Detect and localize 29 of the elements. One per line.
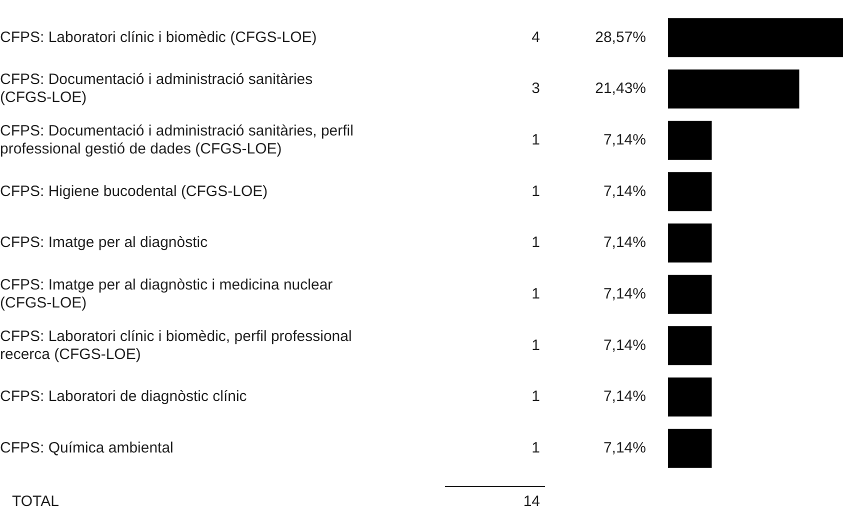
data-label: 1	[532, 388, 540, 406]
y-tick-label: CFPS: Imatge per al diagnòstic i medicina nuclear (CFGS-LOE)	[0, 276, 333, 312]
y-tick-label: CFPS: Laboratori clínic i biomèdic, perfil professional recerca (CFGS-LOE)	[0, 328, 352, 363]
text: 7,14%	[603, 336, 646, 354]
text: 7,14%	[603, 285, 646, 302]
text: 14	[523, 493, 540, 510]
data-label: 1	[532, 439, 540, 456]
y-tick-label: CFPS: Higiene bucodental (CFGS-LOE)	[0, 182, 268, 200]
text: 21,43%	[595, 80, 646, 98]
data-label: 1	[532, 285, 540, 302]
y-tick-label: CFPS: Laboratori clínic i biomèdic (CFGS-LOE)	[0, 28, 317, 46]
text: 7,14%	[603, 439, 646, 456]
y-tick-label: CFPS: Imatge per al diagnòstic	[0, 234, 208, 252]
text: TOTAL	[12, 493, 59, 510]
data-label: 3	[532, 80, 540, 98]
y-tick-label: CFPS: Química ambiental	[0, 439, 174, 456]
y-tick-label: CFPS: Laboratori de diagnòstic clínic	[0, 388, 248, 406]
text: 7,14%	[603, 388, 646, 406]
text: 7,14%	[603, 131, 646, 148]
data-label: 1	[532, 234, 540, 252]
data-label: 1	[532, 131, 540, 148]
data-label: 1	[532, 336, 540, 354]
data-label: 1	[532, 182, 540, 200]
text: 28,57%	[595, 28, 646, 46]
text: 7,14%	[603, 234, 646, 252]
text: 7,14%	[603, 182, 646, 200]
y-tick-label: CFPS: Documentació i administració sanitàries, perfil professional gestió de dades (CFGS-LOE)	[0, 122, 354, 158]
y-tick-label: CFPS: Documentació i administració sanitàries (CFGS-LOE)	[0, 71, 313, 106]
data-label: 4	[532, 28, 540, 46]
